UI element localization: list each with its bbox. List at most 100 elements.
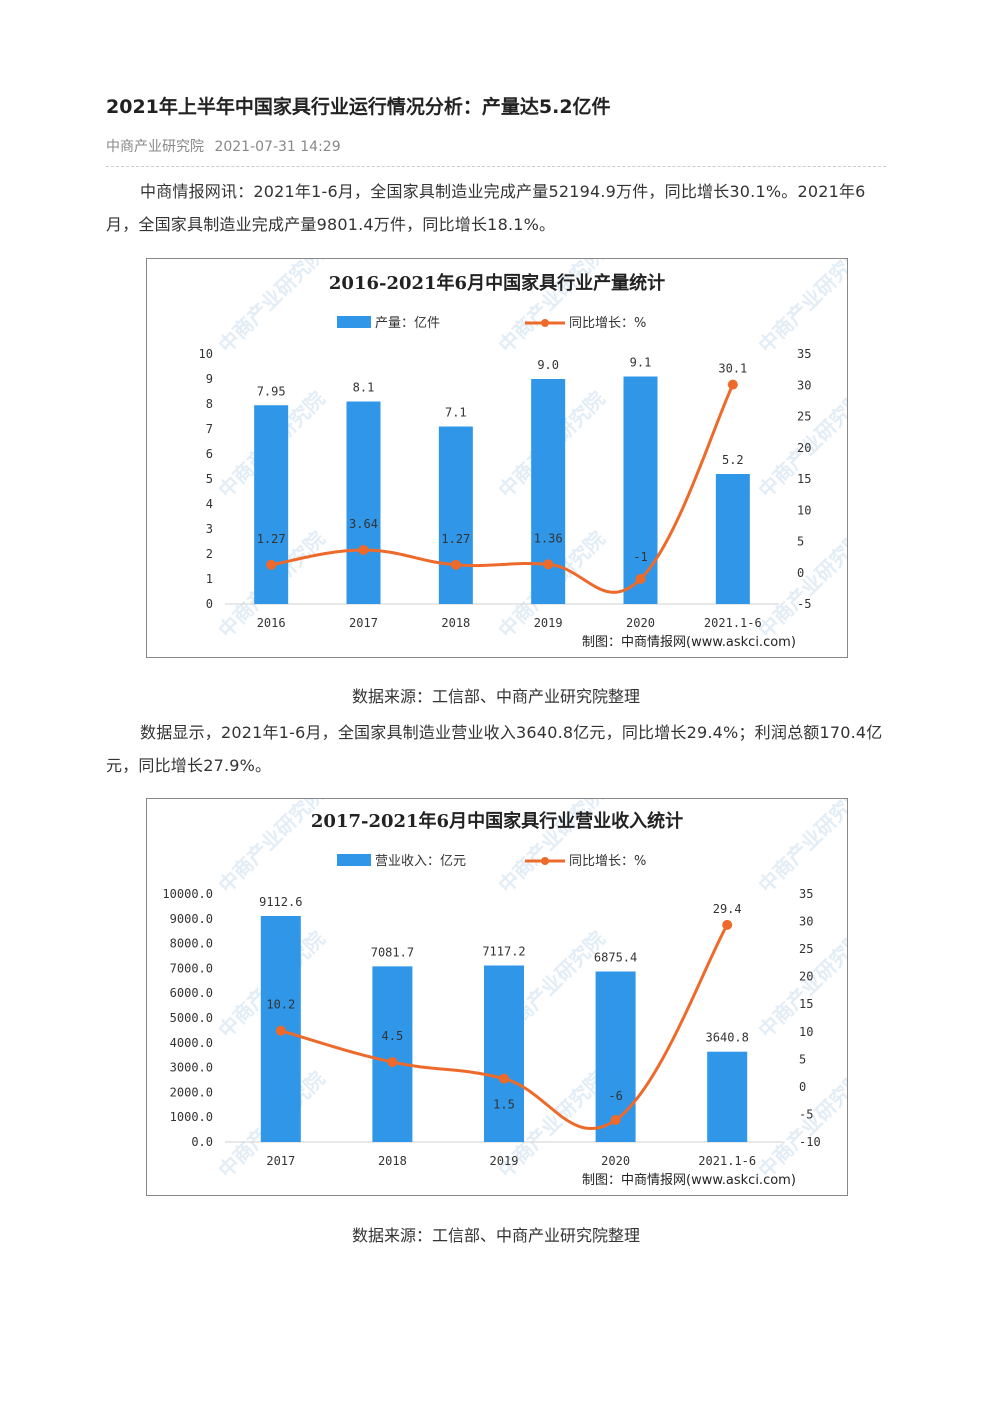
bar bbox=[623, 376, 658, 604]
line-data-label: 1.5 bbox=[493, 1098, 515, 1112]
chart-credit: 制图：中商情报网(www.askci.com) bbox=[582, 1173, 796, 1188]
chart-credit: 制图：中商情报网(www.askci.com) bbox=[582, 635, 796, 650]
bar bbox=[346, 401, 381, 604]
line-data-label: 29.4 bbox=[713, 902, 742, 916]
y-left-tick-label: 3 bbox=[206, 522, 213, 536]
y-left-tick-label: 6000.0 bbox=[170, 986, 213, 1000]
y-left-tick-label: 3000.0 bbox=[170, 1061, 213, 1075]
bar-data-label: 9112.6 bbox=[259, 895, 302, 909]
watermark-text: 中商产业研究院 bbox=[754, 259, 847, 358]
line-point bbox=[722, 919, 733, 930]
x-tick-label: 2021.1-6 bbox=[698, 1154, 756, 1168]
bar-data-label: 7117.2 bbox=[482, 944, 525, 958]
y-right-tick-label: 20 bbox=[799, 970, 813, 984]
y-left-tick-label: 4000.0 bbox=[170, 1036, 213, 1050]
y-right-tick-label: 35 bbox=[799, 887, 813, 901]
y-right-tick-label: 25 bbox=[799, 942, 813, 956]
line-data-label: -6 bbox=[608, 1089, 622, 1103]
x-tick-label: 2020 bbox=[626, 616, 655, 630]
legend-line-marker bbox=[541, 319, 549, 327]
bar-data-label: 5.2 bbox=[722, 453, 744, 467]
y-right-tick-label: 15 bbox=[797, 472, 811, 486]
bar bbox=[531, 379, 566, 604]
chart-production: 中商产业研究院中商产业研究院中商产业研究院中商产业研究院中商产业研究院中商产业研… bbox=[199, 259, 847, 650]
line-point bbox=[450, 559, 461, 570]
y-left-tick-label: 1 bbox=[206, 572, 213, 586]
line-data-label: 1.27 bbox=[257, 532, 286, 546]
y-left-tick-label: 9 bbox=[206, 372, 213, 386]
x-tick-label: 2020 bbox=[601, 1154, 630, 1168]
bar bbox=[707, 1051, 748, 1142]
chart-title: 2017-2021年6月中国家具行业营业收入统计 bbox=[311, 810, 683, 832]
legend-bar-swatch bbox=[337, 316, 371, 328]
bar bbox=[254, 405, 289, 604]
legend-line-marker bbox=[541, 857, 549, 865]
bar-data-label: 7081.7 bbox=[371, 945, 414, 959]
line-point bbox=[727, 379, 738, 390]
bar-data-label: 7.95 bbox=[257, 384, 286, 398]
y-right-tick-label: -5 bbox=[799, 1107, 813, 1121]
y-left-tick-label: 4 bbox=[206, 497, 213, 511]
y-left-tick-label: 7 bbox=[206, 422, 213, 436]
line-data-label: 1.36 bbox=[534, 531, 563, 545]
bar-data-label: 6875.4 bbox=[594, 950, 637, 964]
caption-revenue: 数据来源：工信部、中商产业研究院整理 bbox=[351, 1226, 640, 1245]
y-left-tick-label: 2 bbox=[206, 547, 213, 561]
legend-bar-swatch bbox=[337, 854, 371, 866]
line-point bbox=[635, 574, 646, 584]
bar-data-label: 7.1 bbox=[445, 406, 467, 420]
x-tick-label: 2019 bbox=[490, 1154, 519, 1168]
y-right-tick-label: 35 bbox=[797, 347, 811, 361]
bar bbox=[372, 966, 413, 1142]
y-left-tick-label: 10 bbox=[199, 347, 213, 361]
line-point bbox=[499, 1073, 509, 1084]
bar-data-label: 9.0 bbox=[537, 358, 559, 372]
y-left-tick-label: 9000.0 bbox=[170, 912, 213, 926]
legend-line-label: 同比增长：% bbox=[569, 854, 646, 869]
y-left-tick-label: 5 bbox=[206, 472, 213, 486]
caption-production: 数据来源：工信部、中商产业研究院整理 bbox=[351, 687, 640, 706]
y-right-tick-label: 15 bbox=[799, 997, 813, 1011]
x-tick-label: 2018 bbox=[378, 1154, 407, 1168]
y-left-tick-label: 5000.0 bbox=[170, 1011, 213, 1025]
article-datetime: 2021-07-31 14:29 bbox=[214, 139, 341, 155]
y-left-tick-label: 0 bbox=[206, 597, 213, 611]
y-right-tick-label: 30 bbox=[797, 378, 811, 392]
y-right-tick-label: 0 bbox=[799, 1080, 806, 1094]
y-left-tick-label: 6 bbox=[206, 447, 213, 461]
y-right-tick-label: -5 bbox=[797, 597, 811, 611]
chart-title: 2016-2021年6月中国家具行业产量统计 bbox=[329, 272, 665, 294]
legend-line-label: 同比增长：% bbox=[569, 316, 646, 331]
paragraph-revenue: 数据显示，2021年1-6月，全国家具制造业营业收入3640.8亿元，同比增长2… bbox=[106, 723, 883, 775]
watermark-text: 中商产业研究院 bbox=[754, 799, 847, 898]
line-data-label: 3.64 bbox=[349, 517, 378, 531]
x-tick-label: 2016 bbox=[257, 616, 286, 630]
x-tick-label: 2017 bbox=[266, 1154, 295, 1168]
line-data-label: 10.2 bbox=[266, 998, 295, 1012]
bar bbox=[484, 965, 524, 1142]
paragraph-production: 中商情报网讯：2021年1-6月，全国家具制造业完成产量52194.9万件，同比… bbox=[106, 182, 866, 234]
x-tick-label: 2019 bbox=[534, 616, 563, 630]
line-point bbox=[275, 1025, 286, 1036]
article-source[interactable]: 中商产业研究院 bbox=[106, 139, 204, 155]
line-data-label: 4.5 bbox=[382, 1029, 404, 1043]
line-data-label: 30.1 bbox=[718, 362, 747, 376]
growth-line bbox=[280, 924, 729, 1130]
y-right-tick-label: 0 bbox=[797, 566, 804, 580]
bar-data-label: 8.1 bbox=[353, 381, 375, 395]
y-left-tick-label: 8000.0 bbox=[170, 937, 213, 951]
line-point bbox=[387, 1057, 398, 1068]
y-right-tick-label: 30 bbox=[799, 915, 813, 929]
line-point bbox=[266, 559, 277, 570]
y-left-tick-label: 7000.0 bbox=[170, 961, 213, 975]
legend-bar-label: 产量：亿件 bbox=[375, 316, 440, 331]
legend-bar-label: 营业收入：亿元 bbox=[375, 854, 466, 869]
line-data-label: -1 bbox=[633, 550, 647, 564]
y-right-tick-label: 10 bbox=[797, 503, 811, 517]
article-meta: 中商产业研究院 2021-07-31 14:29 bbox=[106, 136, 347, 156]
y-right-tick-label: 20 bbox=[797, 441, 811, 455]
line-point bbox=[543, 559, 554, 570]
line-data-label: 1.27 bbox=[441, 532, 470, 546]
article-title: 2021年上半年中国家具行业运行情况分析：产量达5.2亿件 bbox=[106, 96, 611, 118]
